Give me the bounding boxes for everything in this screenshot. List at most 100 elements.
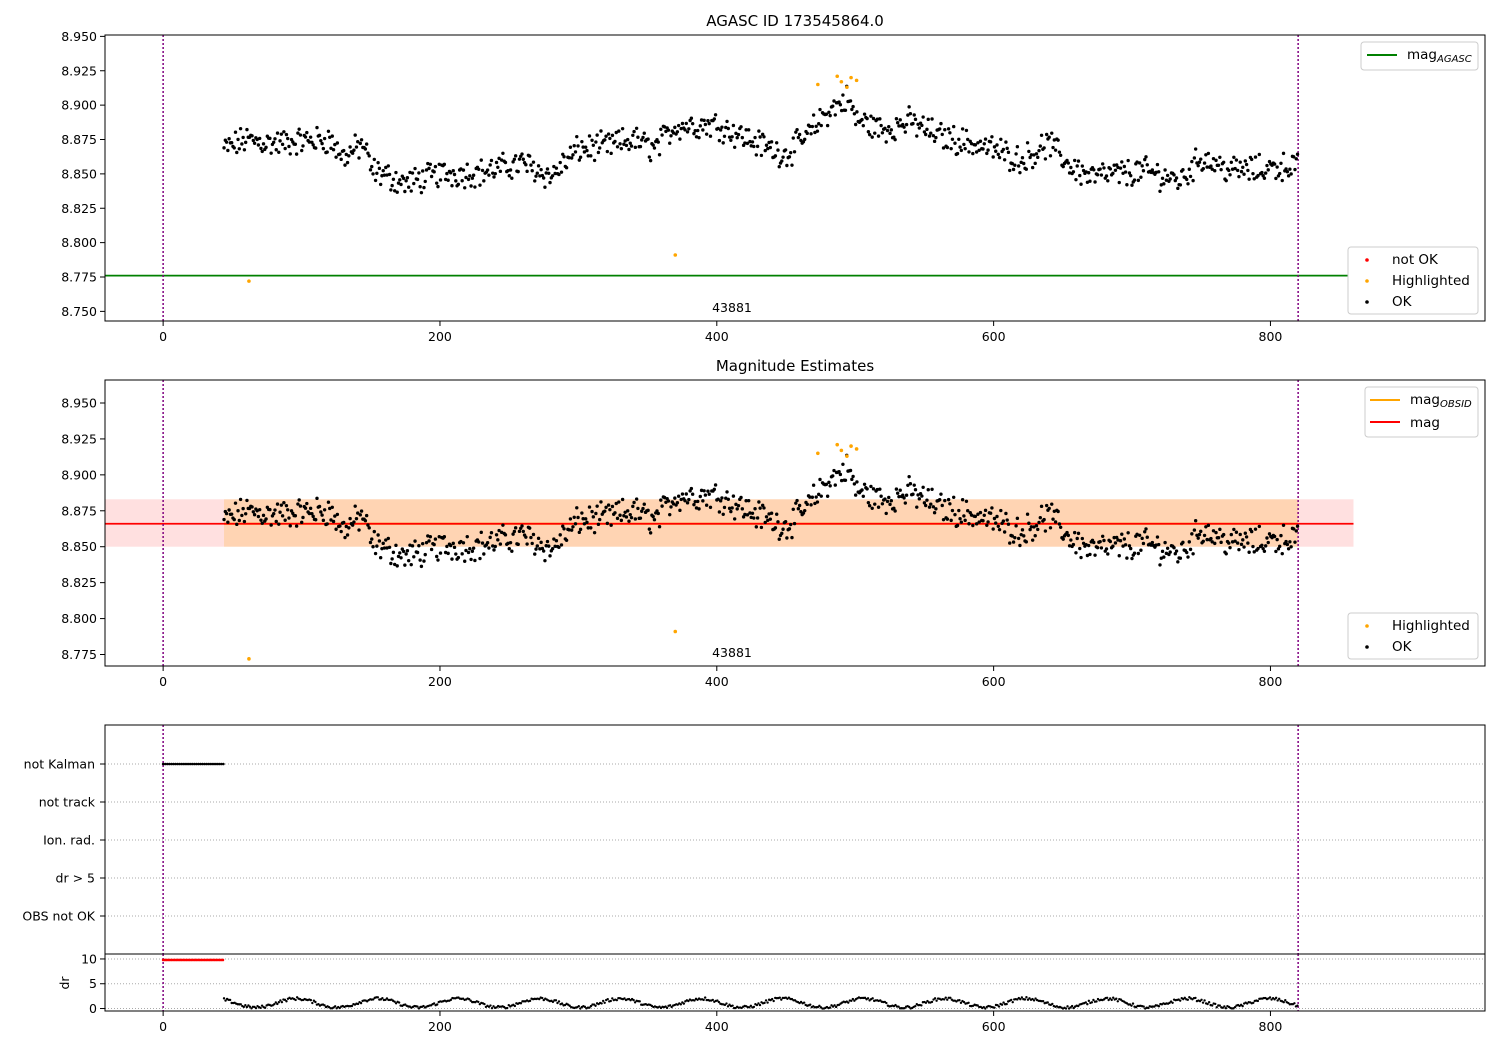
ok-point xyxy=(1260,170,1264,175)
ok-point xyxy=(494,160,499,165)
ok-point xyxy=(420,541,425,546)
ok-point xyxy=(1029,153,1034,157)
ok-point xyxy=(967,150,971,154)
ok-point xyxy=(824,112,829,116)
ok-point xyxy=(1010,534,1014,538)
ok-point xyxy=(243,140,248,145)
dr-point xyxy=(248,1005,252,1008)
ok-point xyxy=(815,500,820,504)
ok-point xyxy=(671,502,676,506)
panel2-title: Magnitude Estimates xyxy=(716,357,874,375)
ok-point xyxy=(1228,545,1232,550)
ok-point xyxy=(378,182,383,187)
ok-point xyxy=(1136,551,1141,556)
ok-point xyxy=(1029,525,1034,529)
not-kalman-point xyxy=(219,762,223,766)
ok-point xyxy=(746,498,751,503)
not-kalman-point xyxy=(211,762,215,766)
panel1-legend-not-ok: not OK xyxy=(1392,252,1439,268)
ok-point xyxy=(473,558,477,563)
ok-point xyxy=(838,103,843,107)
ok-point xyxy=(898,488,902,492)
ok-point xyxy=(1037,148,1041,153)
ok-point xyxy=(748,511,752,515)
ok-point xyxy=(634,126,639,131)
ok-point xyxy=(378,556,383,560)
dr-point xyxy=(1186,998,1190,1001)
panel2-obsid-label: 43881 xyxy=(712,645,752,660)
ok-point xyxy=(279,132,284,136)
dr-point xyxy=(851,997,855,1001)
ok-point xyxy=(311,143,315,147)
ok-point xyxy=(755,516,760,520)
ok-point xyxy=(1230,540,1235,544)
ok-point xyxy=(794,501,798,505)
ok-point xyxy=(1099,173,1104,177)
ok-point xyxy=(946,497,951,502)
ok-point xyxy=(1143,530,1147,534)
dr-point xyxy=(557,1000,561,1003)
dr-point xyxy=(1070,1004,1074,1008)
ok-point xyxy=(902,496,906,500)
ok-point xyxy=(1030,538,1035,542)
dr-point xyxy=(538,997,541,1001)
ok-point xyxy=(401,549,406,554)
ok-point xyxy=(973,143,978,147)
dr-point xyxy=(381,997,384,1000)
ok-point xyxy=(272,140,276,144)
dr-point xyxy=(1019,997,1022,1001)
ok-point xyxy=(785,536,789,540)
ok-point xyxy=(589,154,593,158)
not-kalman-point xyxy=(192,762,196,766)
ok-point xyxy=(1238,532,1242,537)
dr-point xyxy=(717,1000,721,1004)
ok-point xyxy=(1028,527,1032,532)
ok-point xyxy=(817,122,821,126)
x-tick-label: 200 xyxy=(428,1019,452,1034)
ok-point xyxy=(538,174,542,178)
ok-point xyxy=(1067,544,1072,548)
ok-point xyxy=(1219,167,1223,172)
dr-point xyxy=(920,1004,923,1007)
ok-point xyxy=(497,528,501,533)
ok-point xyxy=(539,167,543,172)
ok-point xyxy=(762,135,766,139)
ok-point xyxy=(992,516,997,521)
ok-point xyxy=(385,546,389,550)
ok-point xyxy=(1213,168,1217,173)
ok-point xyxy=(250,505,254,509)
panel2-legend-ok: OK xyxy=(1392,639,1413,655)
dr-point xyxy=(943,998,946,1001)
y-tick-label: 8.800 xyxy=(61,611,97,626)
ok-point xyxy=(585,520,589,525)
ok-point xyxy=(1111,544,1115,548)
ok-point xyxy=(869,114,873,118)
ok-point xyxy=(1043,157,1048,161)
ok-point xyxy=(876,134,881,138)
x-tick-label: 600 xyxy=(982,674,1006,689)
ok-point xyxy=(773,154,778,158)
ok-point xyxy=(1034,152,1039,156)
dr-point xyxy=(914,1004,917,1008)
ok-point xyxy=(603,509,607,513)
ok-point xyxy=(331,519,336,524)
ok-point xyxy=(1036,155,1040,160)
ok-point xyxy=(491,544,495,548)
dr-point xyxy=(1179,999,1182,1002)
ok-point xyxy=(401,176,406,181)
ok-point xyxy=(734,502,738,507)
ok-point xyxy=(1242,545,1246,549)
dr-point xyxy=(259,1006,262,1010)
ok-point xyxy=(1043,529,1048,533)
ok-point xyxy=(680,121,685,126)
ok-point xyxy=(676,123,681,128)
ok-point xyxy=(394,170,398,175)
ok-point xyxy=(1272,534,1277,539)
ok-point xyxy=(699,488,704,493)
ok-point xyxy=(427,166,431,171)
dr-point xyxy=(1041,1000,1045,1003)
ok-point xyxy=(449,171,453,175)
ok-point xyxy=(932,510,937,515)
y-tick-label: 8.875 xyxy=(61,503,97,518)
ok-point xyxy=(561,524,565,528)
